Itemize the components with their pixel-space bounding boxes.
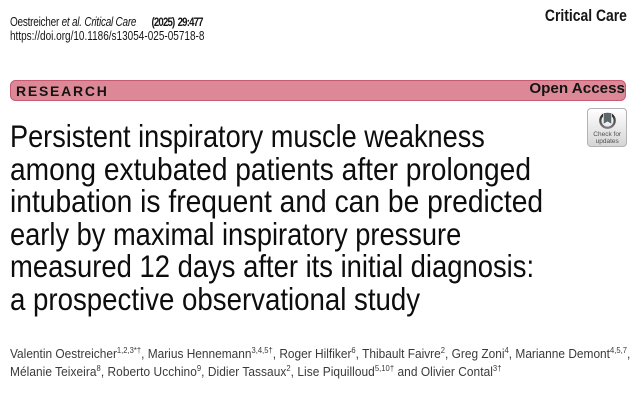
svg-text:Check for: Check for <box>593 131 622 138</box>
svg-text:updates: updates <box>596 138 620 145</box>
